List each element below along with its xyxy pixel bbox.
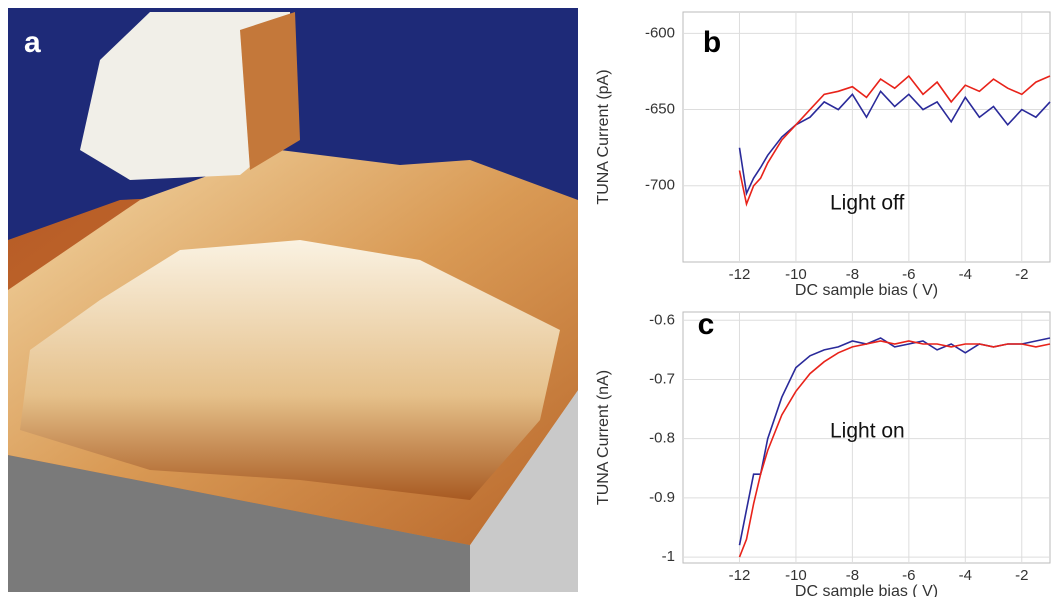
x-tick-label: -2 — [1015, 266, 1028, 283]
x-tick-label: -6 — [902, 266, 915, 283]
x-tick-label: -10 — [785, 567, 807, 584]
page: {"image": {"label": "a"}, "chart_data": … — [0, 0, 1061, 597]
panel-label: c — [698, 308, 715, 341]
x-tick-label: -8 — [846, 266, 859, 283]
y-tick-label: -600 — [645, 24, 675, 41]
x-tick-label: -2 — [1015, 567, 1028, 584]
y-tick-label: -1 — [662, 548, 675, 565]
line-chart: -0.6 -0.7 -0.8 -0.9 -1 -12 -10 -8 -6 -4 -2 DC sampl… — [595, 308, 1050, 597]
y-axis-label: TUNA Current (nA) — [595, 370, 612, 505]
line-chart: -600 -650 -700 -12 -10 -8 -6 -4 -2 DC sample bias… — [595, 12, 1050, 299]
x-axis-label: DC sample bias ( V) — [795, 583, 938, 597]
x-tick-label: -12 — [729, 567, 751, 584]
afm-image: a — [8, 8, 578, 592]
y-tick-label: -0.7 — [649, 370, 675, 387]
plot-area — [683, 12, 1050, 262]
y-tick-label: -650 — [645, 101, 675, 118]
x-axis-label: DC sample bias ( V) — [795, 282, 938, 299]
figure: a -600 -650 -700 -12 -10 -8 -6 -4 -2 DC sample bi… — [0, 0, 1061, 597]
x-tick-label: -4 — [959, 567, 972, 584]
annotation: Light off — [830, 192, 905, 215]
x-tick-label: -12 — [729, 266, 751, 283]
annotation: Light on — [830, 420, 905, 443]
x-tick-label: -8 — [846, 567, 859, 584]
y-tick-label: -700 — [645, 177, 675, 194]
panel-label: b — [703, 26, 721, 59]
x-tick-label: -6 — [902, 567, 915, 584]
y-tick-label: -0.6 — [649, 311, 675, 328]
panel-label: a — [24, 26, 41, 59]
y-tick-label: -0.9 — [649, 489, 675, 506]
x-tick-label: -10 — [785, 266, 807, 283]
y-tick-label: -0.8 — [649, 430, 675, 447]
x-tick-label: -4 — [959, 266, 972, 283]
y-axis-label: TUNA Current (pA) — [595, 69, 612, 204]
